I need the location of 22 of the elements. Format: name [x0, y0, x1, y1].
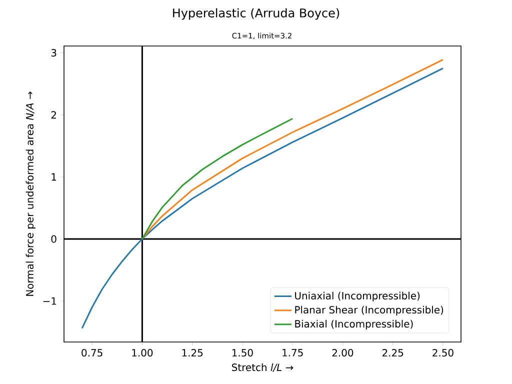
legend-label: Biaxial (Incompressible) [295, 320, 413, 330]
y-tick-label: 3 [51, 49, 56, 57]
x-tick-label: 2.25 [382, 349, 404, 357]
legend-label: Uniaxial (Incompressible) [295, 292, 420, 302]
y-tick-label: −1 [43, 297, 56, 305]
chart-title: Hyperelastic (Arruda Boyce) [173, 8, 340, 20]
x-tick-label: 1.75 [282, 349, 303, 356]
x-axis-title: Stretch l/L → [232, 363, 294, 372]
y-tick-label: 1 [52, 173, 56, 181]
x-tick-label: 0.75 [82, 349, 102, 357]
y-tick-label: 0 [51, 235, 56, 243]
x-tick-label: 2.50 [432, 349, 454, 357]
line-series [141, 118, 294, 240]
line-series [81, 68, 444, 330]
x-tick-label: 1.25 [182, 349, 203, 357]
x-tick-label: 1.00 [132, 349, 153, 357]
x-tick-label: 2.00 [332, 349, 354, 357]
y-tick-label: 2 [51, 111, 56, 119]
x-tick-label: 1.50 [232, 349, 253, 357]
legend-label: Planar Shear (Incompressible) [295, 306, 444, 316]
line-series [141, 58, 444, 240]
y-axis-title: Normal force per undeformed area N/A → [26, 92, 36, 296]
